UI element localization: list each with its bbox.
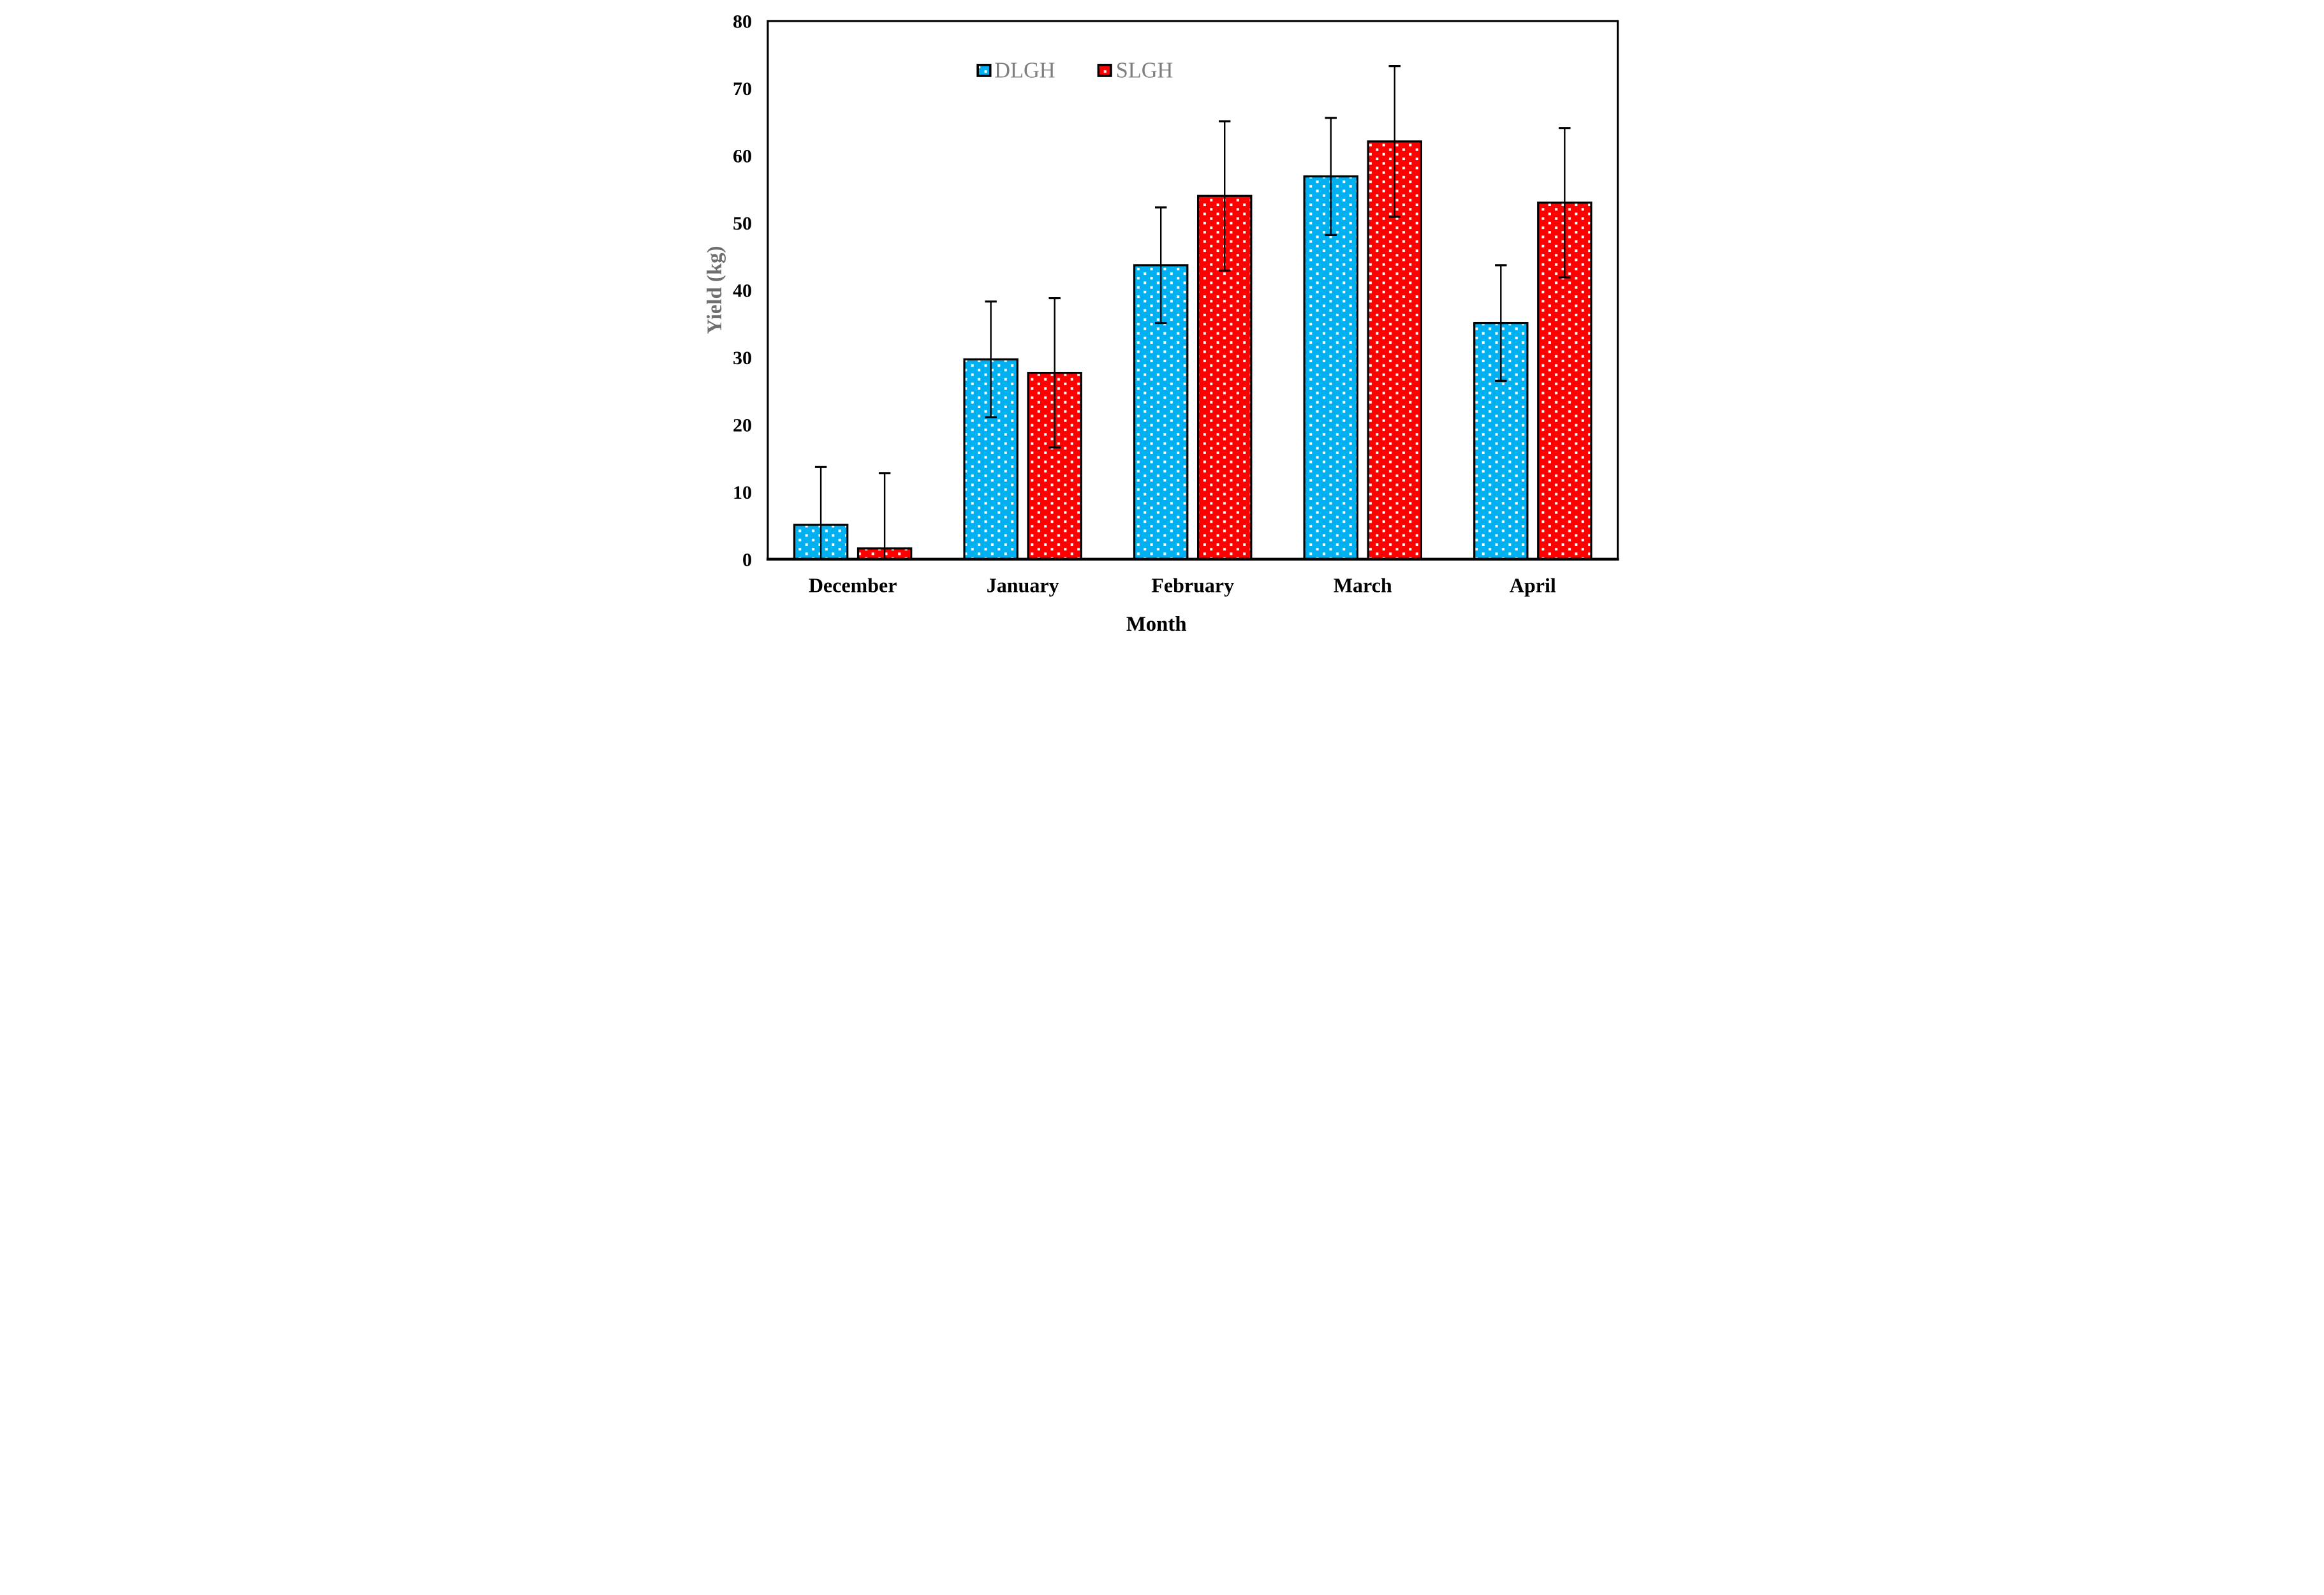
y-tick-label: 10 <box>733 482 752 503</box>
bar-dlgh-march <box>1303 175 1358 561</box>
y-tick-label: 70 <box>733 78 752 99</box>
x-category-label: December <box>809 573 897 596</box>
y-tick-label: 50 <box>733 213 752 234</box>
plot-area: 0 10 20 30 40 50 60 70 80 December January February… <box>733 11 1592 596</box>
x-category-label: March <box>1334 573 1392 596</box>
y-tick-label: 80 <box>733 11 752 32</box>
chart-stage: 0 10 20 30 40 50 60 70 80 December January February… <box>697 0 1627 638</box>
x-category-label: February <box>1151 573 1234 596</box>
y-tick-label: 60 <box>733 145 752 166</box>
y-tick-label: 0 <box>742 549 752 570</box>
y-tick-label: 20 <box>733 415 752 436</box>
legend-swatch-dlgh <box>976 63 992 77</box>
y-tick-label: 30 <box>733 348 752 369</box>
legend: DLGH SLGH <box>976 58 1173 82</box>
legend-swatch-slgh <box>1097 63 1112 77</box>
yield-bar-chart: 0 10 20 30 40 50 60 70 80 December January February… <box>703 11 1619 636</box>
legend-label-dlgh: DLGH <box>994 58 1055 82</box>
legend-label-slgh: SLGH <box>1116 58 1173 82</box>
y-axis-title: Yield (kg) <box>703 246 726 334</box>
x-category-label: January <box>987 573 1059 596</box>
y-tick-label: 40 <box>733 280 752 301</box>
x-axis-title: Month <box>1126 613 1187 636</box>
x-category-label: April <box>1510 573 1556 596</box>
